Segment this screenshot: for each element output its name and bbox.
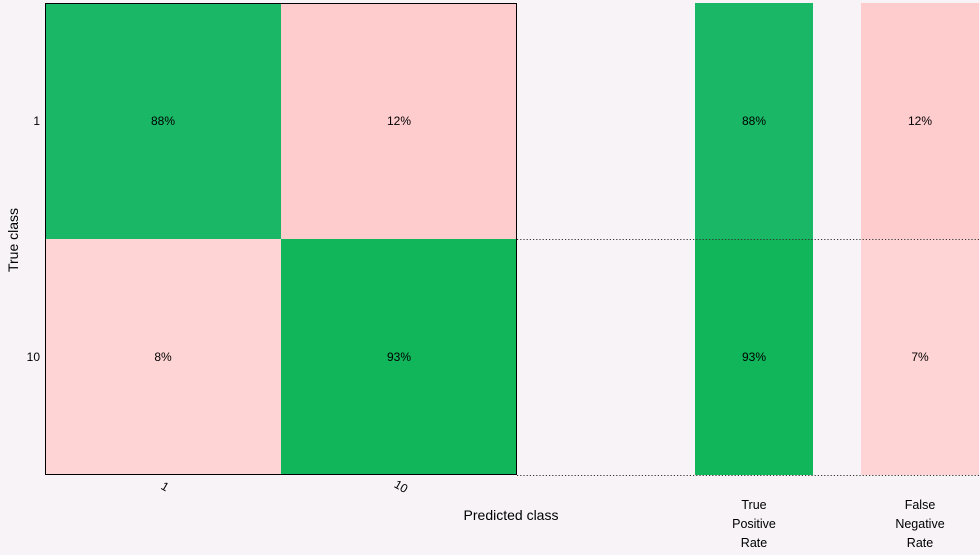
summary-cell [695, 239, 813, 475]
x-tick-label: 10 [392, 477, 411, 496]
matrix-cell-label: 88% [151, 114, 175, 128]
x-tick-labels: 1 10 [159, 477, 411, 496]
summary-cell [861, 239, 979, 475]
matrix-cell-label: 12% [387, 114, 411, 128]
summary-cell-label: 12% [908, 114, 932, 128]
summary-column-titles: True Positive Rate False Negative Rate [732, 498, 945, 550]
summary-cell-label: 93% [742, 350, 766, 364]
matrix-cell [45, 239, 281, 475]
matrix-border [45, 3, 517, 475]
summary-title-line: Rate [741, 536, 767, 550]
x-tick-label: 1 [159, 479, 172, 495]
matrix-cell [45, 3, 281, 239]
y-tick-labels: 1 10 [27, 114, 41, 364]
summary-cell-label: 7% [911, 350, 929, 364]
summary-title-line: True [741, 498, 766, 512]
summary-title-line: Rate [907, 536, 933, 550]
x-axis-title: Predicted class [464, 507, 559, 523]
summary-cell-label: 88% [742, 114, 766, 128]
y-tick-label: 10 [27, 350, 41, 364]
matrix-cell [281, 239, 517, 475]
matrix-cell-label: 93% [387, 350, 411, 364]
summary-title-line: Positive [732, 517, 776, 531]
y-axis-title: True class [5, 208, 21, 272]
summary-cell [861, 3, 979, 239]
matrix-cell-label: 8% [154, 350, 172, 364]
summary-title-line: False [905, 498, 936, 512]
y-tick-label: 1 [33, 114, 40, 128]
row-separators [517, 239, 980, 476]
matrix-cell [281, 3, 517, 239]
row-summary: 88% 93% 12% 7% [695, 3, 979, 475]
summary-cell [695, 3, 813, 239]
confusion-matrix: 88% 12% 8% 93% [45, 3, 517, 475]
summary-title-line: Negative [895, 517, 944, 531]
